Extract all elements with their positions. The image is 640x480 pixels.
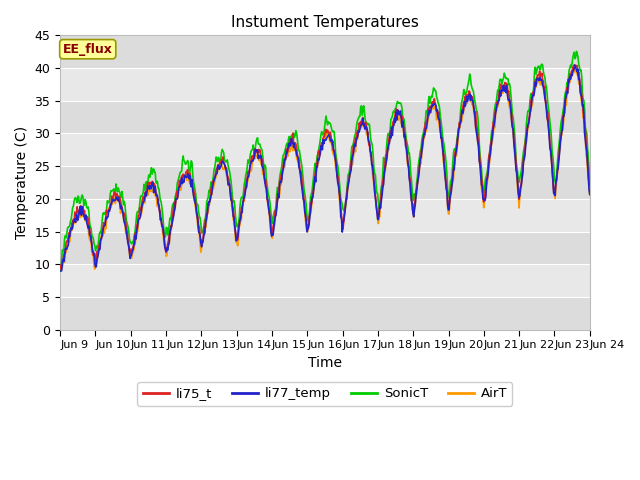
SonicT [586,178,593,184]
li77_temp [404,164,412,170]
SonicT [389,109,397,115]
Bar [60,264,589,297]
li77_temp [56,268,64,274]
AirT [56,268,64,274]
Title: Instument Temperatures: Instument Temperatures [231,15,419,30]
AirT [120,218,128,224]
li75_t [57,266,65,272]
Bar [60,166,589,199]
li75_t [203,211,211,216]
Bar [60,199,589,231]
Bar [60,101,589,133]
li75_t [406,173,413,179]
AirT [586,192,593,198]
SonicT [174,178,182,184]
Bar [60,68,589,101]
Line: li75_t: li75_t [60,65,589,269]
li77_temp [66,234,74,240]
li77_temp [586,192,593,197]
SonicT [120,199,128,204]
li77_temp [389,123,397,129]
SonicT [404,151,412,156]
li77_temp [202,218,210,224]
li75_t [570,62,578,68]
AirT [66,239,74,245]
Bar [60,231,589,264]
AirT [202,225,210,230]
Y-axis label: Temperature (C): Temperature (C) [15,126,29,239]
li75_t [175,184,182,190]
Bar [60,133,589,166]
Legend: li75_t, li77_temp, SonicT, AirT: li75_t, li77_temp, SonicT, AirT [138,382,513,406]
AirT [174,194,182,200]
li75_t [67,227,74,232]
SonicT [56,268,64,274]
AirT [571,64,579,70]
AirT [404,163,412,168]
SonicT [573,48,580,54]
Bar [60,36,589,68]
Line: li77_temp: li77_temp [60,65,589,271]
Line: AirT: AirT [60,67,589,271]
li77_temp [120,219,128,225]
li75_t [56,263,64,268]
SonicT [202,210,210,216]
Line: SonicT: SonicT [60,51,589,271]
AirT [389,124,397,130]
li75_t [586,182,593,188]
li77_temp [174,192,182,198]
li77_temp [571,62,579,68]
Text: EE_flux: EE_flux [63,43,113,56]
SonicT [66,223,74,228]
X-axis label: Time: Time [308,356,342,370]
li75_t [121,214,129,219]
li75_t [390,118,397,124]
Bar [60,297,589,330]
